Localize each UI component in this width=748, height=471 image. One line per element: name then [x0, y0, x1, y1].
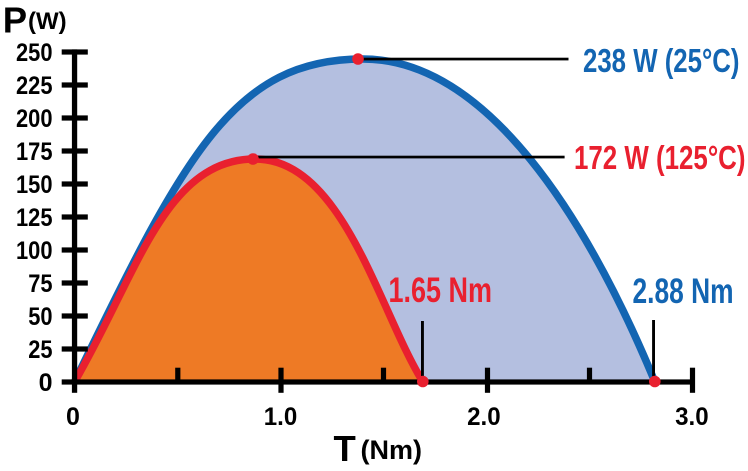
svg-text:1.0: 1.0: [264, 403, 298, 431]
svg-text:T: T: [334, 428, 356, 469]
svg-text:0: 0: [66, 403, 80, 431]
svg-text:238 W (25°C): 238 W (25°C): [583, 42, 740, 79]
svg-text:225: 225: [16, 72, 53, 100]
svg-text:P: P: [3, 0, 27, 41]
svg-text:250: 250: [16, 39, 53, 67]
svg-text:150: 150: [16, 171, 53, 199]
svg-text:175: 175: [16, 138, 53, 166]
svg-text:(W): (W): [28, 8, 67, 35]
svg-text:125: 125: [16, 204, 53, 232]
svg-text:50: 50: [28, 303, 52, 331]
svg-text:100: 100: [16, 237, 53, 265]
svg-text:200: 200: [16, 105, 53, 133]
svg-text:75: 75: [28, 270, 52, 298]
svg-text:172 W (125°C): 172 W (125°C): [574, 139, 746, 176]
svg-text:2.88 Nm: 2.88 Nm: [633, 272, 734, 311]
svg-text:0: 0: [39, 369, 53, 397]
svg-text:3.0: 3.0: [675, 403, 709, 431]
svg-text:(Nm): (Nm): [361, 435, 423, 465]
svg-text:25: 25: [28, 336, 52, 364]
svg-text:1.65 Nm: 1.65 Nm: [389, 271, 493, 310]
svg-text:2.0: 2.0: [467, 403, 501, 431]
